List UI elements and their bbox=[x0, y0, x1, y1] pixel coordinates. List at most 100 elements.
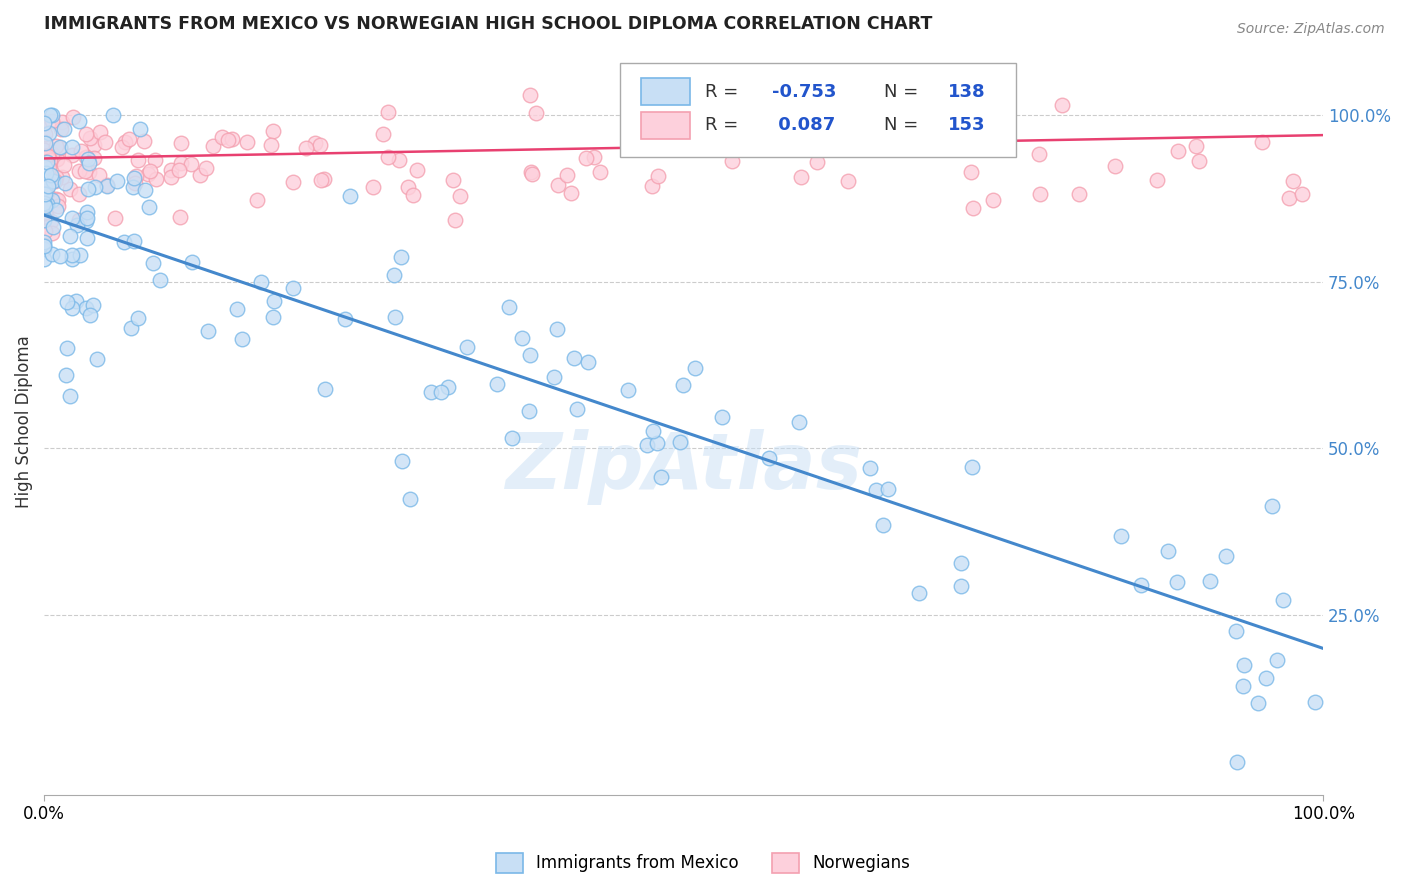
Point bbox=[35, 152, 58, 166]
Point bbox=[73, 164, 96, 178]
Point bbox=[790, 170, 813, 185]
Point bbox=[217, 133, 239, 147]
Point bbox=[962, 202, 984, 216]
Point bbox=[201, 139, 224, 153]
Point bbox=[35, 169, 58, 184]
Point bbox=[32, 113, 55, 128]
Point bbox=[34, 127, 56, 141]
Point bbox=[34, 166, 56, 180]
Point bbox=[34, 239, 56, 253]
Point bbox=[37, 178, 59, 193]
Point bbox=[124, 176, 146, 190]
Point bbox=[1291, 187, 1313, 202]
Point bbox=[41, 226, 63, 240]
Point bbox=[60, 252, 83, 266]
Point bbox=[34, 207, 56, 221]
Point bbox=[149, 272, 172, 286]
Point bbox=[38, 108, 60, 122]
Point bbox=[122, 180, 145, 194]
Point bbox=[62, 301, 84, 316]
Point bbox=[314, 383, 336, 397]
Point bbox=[1146, 173, 1168, 187]
Point bbox=[1130, 578, 1153, 592]
Point bbox=[34, 205, 56, 219]
Point bbox=[685, 361, 707, 376]
Point bbox=[981, 193, 1004, 207]
Point bbox=[377, 105, 399, 120]
Point bbox=[339, 189, 361, 203]
Point bbox=[641, 179, 664, 194]
Point bbox=[859, 461, 882, 475]
Point bbox=[39, 157, 62, 171]
Point bbox=[32, 143, 55, 157]
Point bbox=[65, 219, 87, 233]
Point bbox=[45, 169, 67, 184]
Point bbox=[96, 179, 118, 194]
Point bbox=[647, 436, 669, 450]
Point bbox=[180, 157, 202, 171]
Point bbox=[519, 348, 541, 362]
Point bbox=[124, 235, 146, 249]
Point bbox=[170, 156, 193, 170]
Point bbox=[34, 186, 56, 201]
Point bbox=[56, 294, 79, 309]
Point bbox=[848, 136, 870, 150]
Point bbox=[396, 180, 419, 194]
Point bbox=[49, 141, 72, 155]
Point bbox=[837, 174, 859, 188]
Point bbox=[960, 460, 983, 475]
Point bbox=[44, 174, 66, 188]
Point bbox=[51, 121, 73, 136]
Point bbox=[437, 380, 460, 394]
Point bbox=[159, 162, 181, 177]
Point bbox=[950, 556, 973, 570]
Point bbox=[449, 189, 471, 203]
Point bbox=[67, 187, 90, 202]
Point bbox=[543, 369, 565, 384]
Point bbox=[636, 437, 658, 451]
Point bbox=[498, 300, 520, 314]
Point bbox=[911, 102, 934, 116]
Point bbox=[641, 424, 664, 438]
Point bbox=[45, 139, 67, 153]
Point bbox=[588, 164, 610, 178]
Point bbox=[34, 183, 56, 197]
Text: N =: N = bbox=[884, 116, 924, 135]
Point bbox=[79, 156, 101, 170]
Point bbox=[120, 321, 142, 335]
Point bbox=[520, 167, 543, 181]
Point bbox=[170, 136, 193, 151]
Point bbox=[118, 132, 141, 146]
Point bbox=[83, 137, 105, 152]
Point bbox=[1029, 186, 1052, 201]
Point bbox=[55, 368, 77, 383]
Point bbox=[560, 186, 582, 201]
Point bbox=[70, 145, 93, 159]
Point bbox=[647, 169, 669, 184]
Point bbox=[1267, 652, 1289, 666]
Point bbox=[35, 188, 58, 202]
Point bbox=[387, 153, 409, 168]
Point bbox=[37, 155, 59, 169]
Point bbox=[371, 128, 394, 142]
Point bbox=[136, 167, 159, 181]
Point bbox=[1157, 544, 1180, 558]
Point bbox=[76, 211, 98, 225]
Point bbox=[32, 195, 55, 210]
Point bbox=[246, 193, 269, 207]
Point bbox=[75, 301, 97, 315]
Point bbox=[32, 239, 55, 253]
Point bbox=[34, 154, 56, 169]
Point bbox=[41, 194, 63, 208]
Point bbox=[79, 308, 101, 322]
Point bbox=[547, 178, 569, 192]
Point bbox=[567, 402, 589, 417]
Point bbox=[101, 108, 124, 122]
Point bbox=[143, 153, 166, 168]
Point bbox=[1225, 624, 1247, 638]
Point bbox=[1303, 695, 1326, 709]
Point bbox=[806, 155, 828, 169]
Point bbox=[83, 180, 105, 194]
Legend: Immigrants from Mexico, Norwegians: Immigrants from Mexico, Norwegians bbox=[489, 847, 917, 880]
Point bbox=[34, 202, 56, 216]
